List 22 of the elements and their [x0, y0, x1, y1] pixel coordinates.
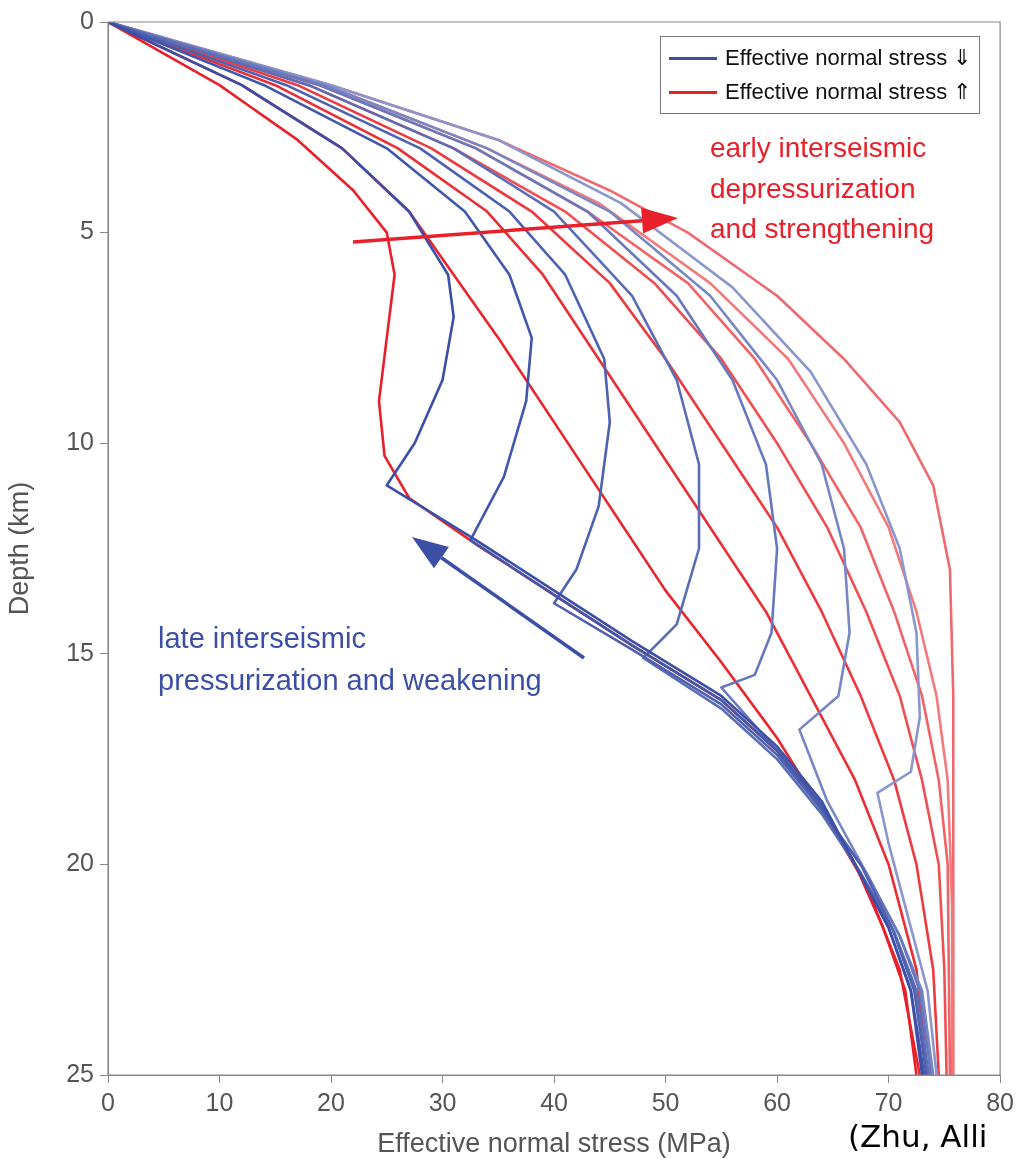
- x-tick-label: 40: [540, 1087, 568, 1116]
- y-tick-label: 10: [66, 427, 94, 456]
- x-tick-label: 10: [205, 1087, 234, 1116]
- y-tick-label: 25: [66, 1058, 94, 1087]
- x-tick-label: 20: [317, 1087, 345, 1116]
- y-tick-label: 15: [66, 637, 94, 666]
- legend-label: Effective normal stress ⇑: [725, 79, 972, 105]
- x-tick-label: 0: [101, 1087, 115, 1116]
- y-tick-label: 0: [80, 5, 94, 34]
- x-tick-label: 60: [763, 1087, 791, 1116]
- x-tick-label: 80: [986, 1087, 1014, 1116]
- y-axis-title: Depth (km): [3, 481, 34, 616]
- x-axis-title: Effective normal stress (MPa): [377, 1128, 731, 1159]
- y-tick-label: 5: [80, 216, 94, 245]
- annotation: late interseismic pressurization and weakening: [158, 621, 542, 699]
- y-tick-label: 20: [66, 848, 94, 877]
- x-tick-label: 50: [651, 1087, 680, 1116]
- x-tick-label: 70: [874, 1087, 903, 1116]
- x-tick-label: 30: [428, 1087, 457, 1116]
- annotation: early interseismic depressurization and strengthening: [710, 131, 935, 247]
- legend-label: Effective normal stress ⇓: [725, 45, 972, 71]
- text: (Zhu, Alli: [848, 1118, 988, 1156]
